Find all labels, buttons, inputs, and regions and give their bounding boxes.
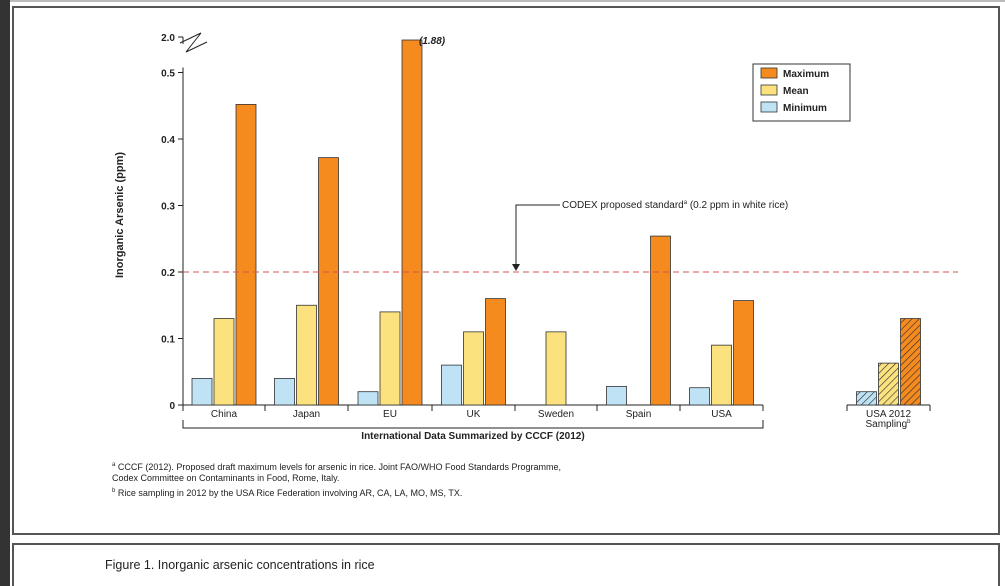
caption-panel <box>12 543 1000 586</box>
bar-maximum-uk <box>485 298 506 406</box>
y-tick-label: 0.3 <box>161 202 175 213</box>
bar-mean-usa <box>711 344 732 406</box>
bar-minimum-china <box>191 377 213 406</box>
bar-mean-eu <box>379 311 401 406</box>
x-tick-label: China <box>211 409 238 420</box>
codex-label-paren: (0.2 ppm in white rice) <box>687 200 788 211</box>
bar-minimum-japan <box>274 377 295 406</box>
y-tick-label: 0.2 <box>161 268 175 279</box>
x-tick-label: Sweden <box>538 409 574 420</box>
eu-max-value-label: (1.88) <box>419 36 446 47</box>
footnote-b-mark: b <box>112 488 116 494</box>
bar-maximum-usa-2012 <box>900 318 921 406</box>
bar-maximum-spain <box>650 235 671 406</box>
y-tick-label: 0.1 <box>161 335 175 346</box>
codex-pointer-line <box>515 204 560 266</box>
bar-mean-japan <box>296 304 317 406</box>
footnote-b: b Rice sampling in 2012 by the USA Rice … <box>112 486 462 499</box>
y-tick-label-break: 2.0 <box>161 33 175 44</box>
y-tick-label: 0.5 <box>161 69 175 80</box>
x-tick-label: UK <box>467 409 481 420</box>
bar-mean-china <box>213 318 235 406</box>
x-tick-label: EU <box>383 409 397 420</box>
legend-label-maximum: Maximum <box>783 69 829 80</box>
bar-maximum-eu <box>401 39 423 406</box>
legend-swatch-minimum <box>760 101 778 113</box>
frame-top-edge <box>10 0 1005 2</box>
codex-arrow-head <box>512 264 520 271</box>
bar-minimum-usa <box>689 387 710 406</box>
bar-maximum-japan <box>318 157 339 406</box>
legend-label-minimum: Minimum <box>783 103 827 114</box>
figure-caption: Figure 1. Inorganic arsenic concentratio… <box>105 558 375 572</box>
x-tick-sublabel: Samplingb <box>865 419 911 430</box>
bar-minimum-usa-2012 <box>856 391 877 406</box>
codex-label-sup: a <box>684 200 688 206</box>
bar-minimum-spain <box>606 385 627 406</box>
legend-label-mean: Mean <box>783 86 809 97</box>
legend-swatch-maximum <box>760 67 778 79</box>
y-tick-label: 0.4 <box>161 135 175 146</box>
footnote-a: a CCCF (2012). Proposed draft maximum le… <box>112 460 561 484</box>
bar-minimum-uk <box>441 364 462 406</box>
y-tick-label: 0 <box>169 401 175 412</box>
bar-maximum-usa <box>733 300 754 406</box>
legend-swatch-mean <box>760 84 778 96</box>
group-bracket <box>182 420 764 429</box>
x-tick-label: Spain <box>626 409 652 420</box>
codex-label: CODEX proposed standarda (0.2 ppm in whi… <box>562 200 788 211</box>
footnote-b-line1: Rice sampling in 2012 by the USA Rice Fe… <box>117 488 463 498</box>
frame-border <box>0 0 10 586</box>
x-tick-label: Japan <box>293 409 320 420</box>
bar-mean-sweden <box>545 331 567 406</box>
footnote-a-line1: CCCF (2012). Proposed draft maximum leve… <box>117 462 562 472</box>
bar-maximum-china <box>235 104 257 406</box>
x-tick-sublabel-sup: b <box>907 419 911 425</box>
group-label: International Data Summarized by CCCF (2… <box>361 431 584 442</box>
footnote-a-line2: Codex Committee on Contaminants in Food,… <box>112 473 340 483</box>
y-axis-label: Inorganic Arsenic (ppm) <box>114 152 126 278</box>
bar-minimum-eu <box>357 391 379 406</box>
x-tick-label: USA <box>711 409 732 420</box>
footnote-a-mark: a <box>112 462 116 468</box>
x-tick-label: USA 2012 <box>866 409 911 420</box>
axis-break-mark <box>179 32 208 53</box>
bar-mean-uk <box>463 331 484 406</box>
bar-mean-usa-2012 <box>878 362 899 406</box>
